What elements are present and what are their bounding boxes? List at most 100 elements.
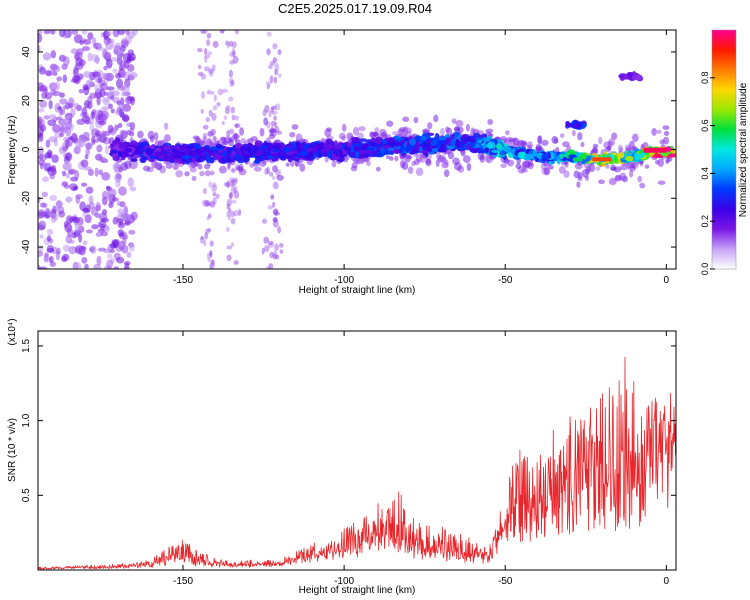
spectrogram-band-dot <box>556 158 561 165</box>
spectrogram-noise-dot <box>51 154 59 163</box>
spectrogram-band-dot <box>335 153 342 157</box>
spectrogram-streak-dot <box>228 208 232 214</box>
spectrogram-streak-dot <box>266 83 270 90</box>
spectrogram-noise-dot <box>59 132 64 138</box>
spectrogram-streak-dot <box>206 32 212 39</box>
spectrogram-noise-dot <box>101 190 109 200</box>
spectrogram-noise-dot <box>65 127 72 137</box>
spectrogram-band-dot <box>352 145 361 152</box>
snr-x-axis-label: Height of straight line (km) <box>299 585 416 596</box>
spectrogram-streak-dot <box>212 197 217 205</box>
spectrogram-band-dot <box>244 147 253 152</box>
spectrogram-streak-dot <box>221 121 225 126</box>
spectrogram-halo-dot <box>454 126 460 133</box>
spectrogram-band-dot <box>400 139 406 144</box>
spectrogram-noise-dot <box>107 124 114 133</box>
spectrogram-halo-dot <box>515 142 524 147</box>
spectrogram-noise-dot <box>38 266 48 269</box>
spectrogram-halo-dot <box>479 154 485 163</box>
spectrogram-noise-dot <box>104 145 110 155</box>
spectrogram-noise-dot <box>87 168 94 177</box>
spectrogram-halo-dot <box>276 174 284 181</box>
spectrogram-noise-dot <box>116 57 123 66</box>
spectrogram-noise-dot <box>100 82 108 91</box>
spectrogram-streak-dot <box>207 51 213 56</box>
spectrogram-halo-dot <box>619 164 628 171</box>
spectrogram-noise-dot <box>125 30 130 36</box>
spectrogram-halo-dot <box>527 141 533 149</box>
spectrogram-noise-dot <box>62 56 70 67</box>
spectrogram-noise-dot <box>79 201 86 212</box>
spectrogram-band-dot <box>499 147 506 151</box>
spectrogram-halo-dot <box>413 116 419 124</box>
spectrogram-noise-dot <box>79 40 84 46</box>
spectrogram-streak-dot <box>226 245 233 250</box>
spectrogram-streak-dot <box>226 41 230 49</box>
spectrogram-noise-dot <box>130 96 136 106</box>
spectrogram-streak-dot <box>271 110 278 116</box>
spectrogram-streak-dot <box>209 250 213 259</box>
colorbar-tick-label: 0.4 <box>700 167 710 180</box>
spectrogram-halo-dot <box>402 116 410 123</box>
colorbar-gradient <box>712 30 736 269</box>
spectrogram-band-dot <box>517 151 526 159</box>
spectrogram-streak-dot <box>216 102 221 107</box>
spectrogram-noise-dot <box>113 266 120 269</box>
spectrogram-halo-dot <box>153 161 159 168</box>
spectrogram-band-dot <box>299 150 308 157</box>
spectrogram-halo-dot <box>515 163 522 170</box>
spectrogram-halo-dot <box>219 136 227 142</box>
spectrogram-streak-dot <box>211 113 217 121</box>
spectrogram-noise-dot <box>61 253 70 261</box>
snr-axes: -150 -100 -50 0 0.5 1.0 1.5 <box>21 331 676 587</box>
spectrogram-streak-dot <box>224 181 230 187</box>
spectrogram-streak-dot <box>209 250 213 257</box>
spectrogram-streak-dot <box>212 40 219 48</box>
spectrogram-halo-dot <box>126 122 132 127</box>
spectrogram-halo-dot <box>232 133 240 140</box>
spectrogram-band-dot <box>466 144 471 151</box>
spectrogram-streak-dot <box>204 66 210 72</box>
snr-panel: -150 -100 -50 0 0.5 1.0 1.5 Height of straight… <box>7 318 677 596</box>
spectrogram-noise-dot <box>67 168 76 175</box>
spectrogram-noise-dot <box>48 82 58 91</box>
spectrogram-noise-dot <box>38 107 45 113</box>
spectrogram-noise-dot <box>38 209 46 219</box>
spectrogram-y-axis-label: Frequency (Hz) <box>7 116 18 185</box>
spectrogram-noise-dot <box>44 152 51 159</box>
spectrogram-halo-dot <box>165 162 174 169</box>
spectrogram-streak-dot <box>227 96 234 102</box>
spectrogram-halo-dot <box>351 162 358 169</box>
spectrogram-peak-ridge <box>643 147 667 153</box>
spectrogram-band-dot <box>638 153 645 159</box>
spectrogram-band-dot <box>191 156 196 163</box>
spectrogram-noise-dot <box>106 253 113 259</box>
spectrogram-noise-dot <box>122 114 130 123</box>
spectrogram-streak-dot <box>213 94 217 102</box>
spectrogram-band-dot <box>559 153 564 159</box>
spectrogram-band-dot <box>620 159 627 163</box>
spectrogram-streak-dot <box>234 115 239 121</box>
spectrogram-noise-dot <box>52 205 57 214</box>
spectrogram-band-dot <box>317 151 323 158</box>
spectrogram-noise-dot <box>116 200 122 207</box>
spectrogram-noise-dot <box>113 42 122 52</box>
spectrogram-noise-dot <box>127 49 135 57</box>
spectrogram-noise-dot <box>106 259 114 269</box>
spectrogram-noise-dot <box>85 186 94 194</box>
snr-frame <box>37 330 677 571</box>
spectrogram-streak-dot <box>204 231 208 240</box>
spectrogram-halo-dot <box>137 130 144 139</box>
spectrogram-noise-dot <box>96 134 103 142</box>
spectrogram-streak-dot <box>266 166 271 175</box>
spectrogram-streak-dot <box>229 82 235 87</box>
spectrogram-noise-dot <box>126 251 132 258</box>
spectrogram-halo-dot <box>462 155 471 163</box>
spectrogram-streak-dot <box>271 105 277 110</box>
spectrogram-noise-dot <box>72 134 78 140</box>
spectrogram-streak-dot <box>225 105 231 110</box>
spectrogram-noise-dot <box>102 48 108 59</box>
spectrogram-streak-dot <box>234 123 239 129</box>
spectrogram-halo-dot <box>592 146 598 153</box>
spectrogram-noise-dot <box>46 228 54 236</box>
